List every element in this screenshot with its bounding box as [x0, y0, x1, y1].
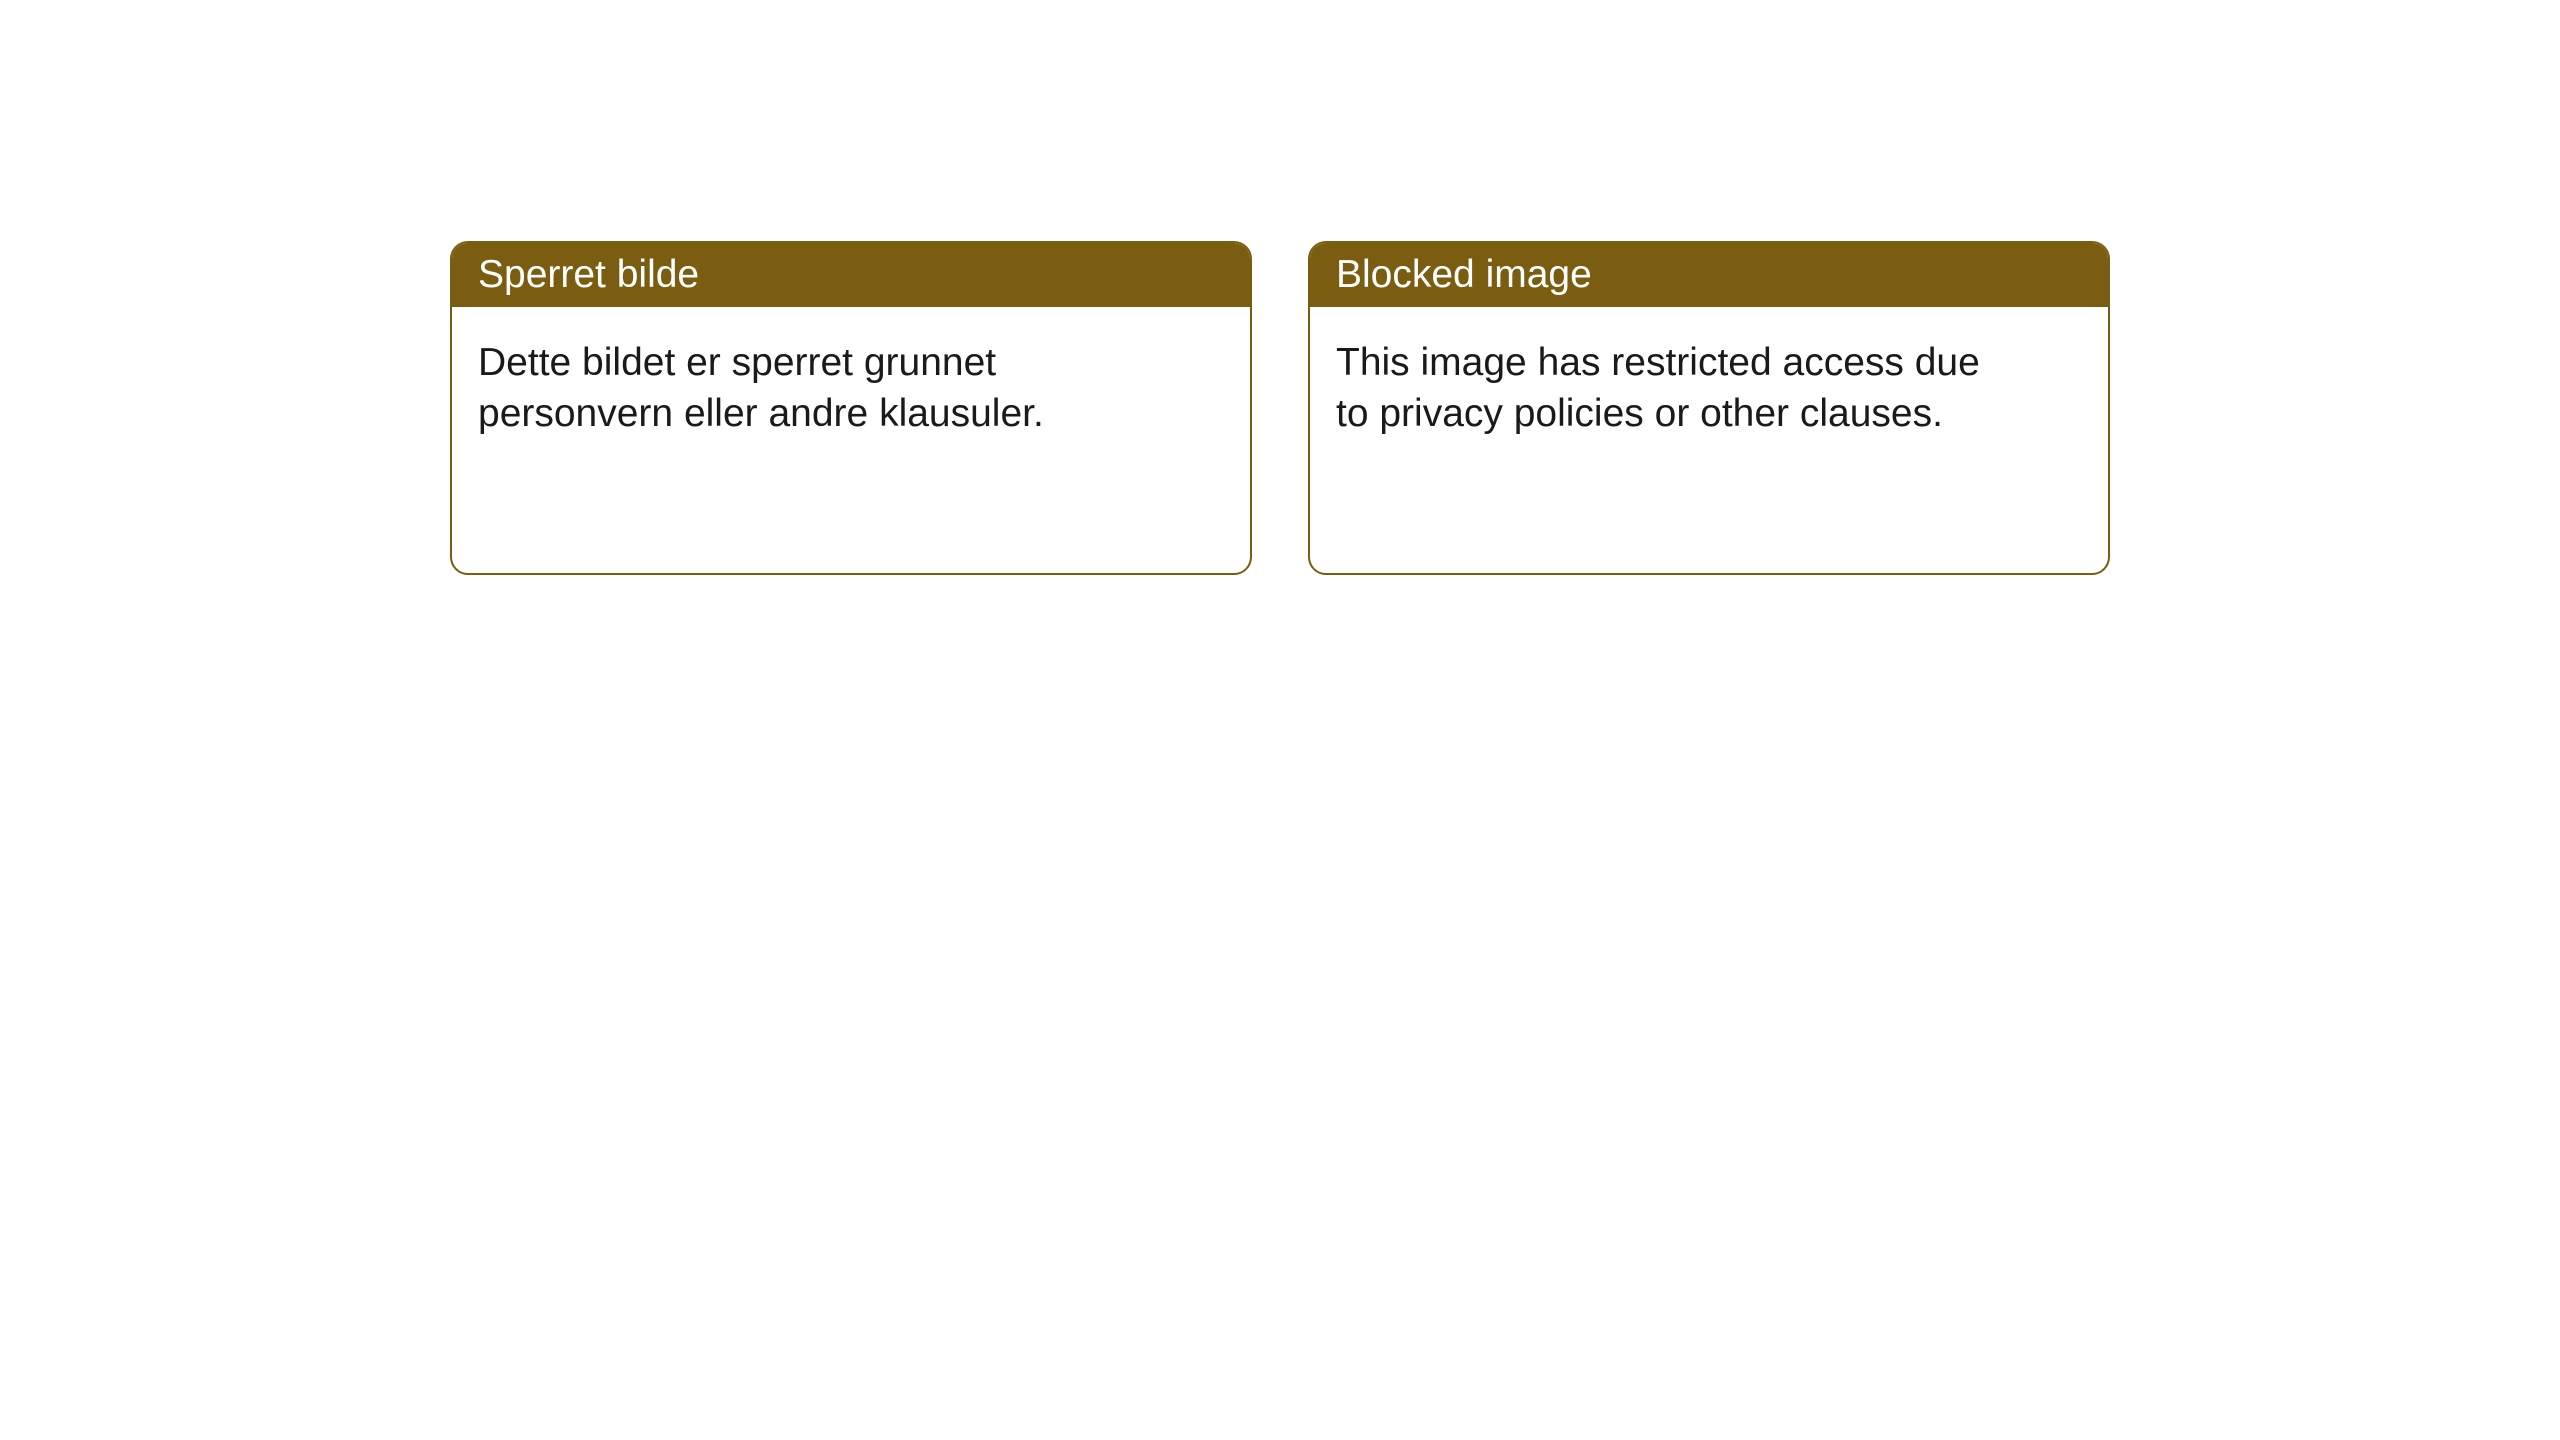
- notice-container: Sperret bilde Dette bildet er sperret gr…: [0, 0, 2560, 575]
- notice-card-norwegian: Sperret bilde Dette bildet er sperret gr…: [450, 241, 1252, 575]
- notice-card-english: Blocked image This image has restricted …: [1308, 241, 2110, 575]
- notice-body: Dette bildet er sperret grunnet personve…: [452, 307, 1152, 470]
- notice-body: This image has restricted access due to …: [1310, 307, 2010, 470]
- notice-title: Blocked image: [1310, 243, 2108, 307]
- notice-title: Sperret bilde: [452, 243, 1250, 307]
